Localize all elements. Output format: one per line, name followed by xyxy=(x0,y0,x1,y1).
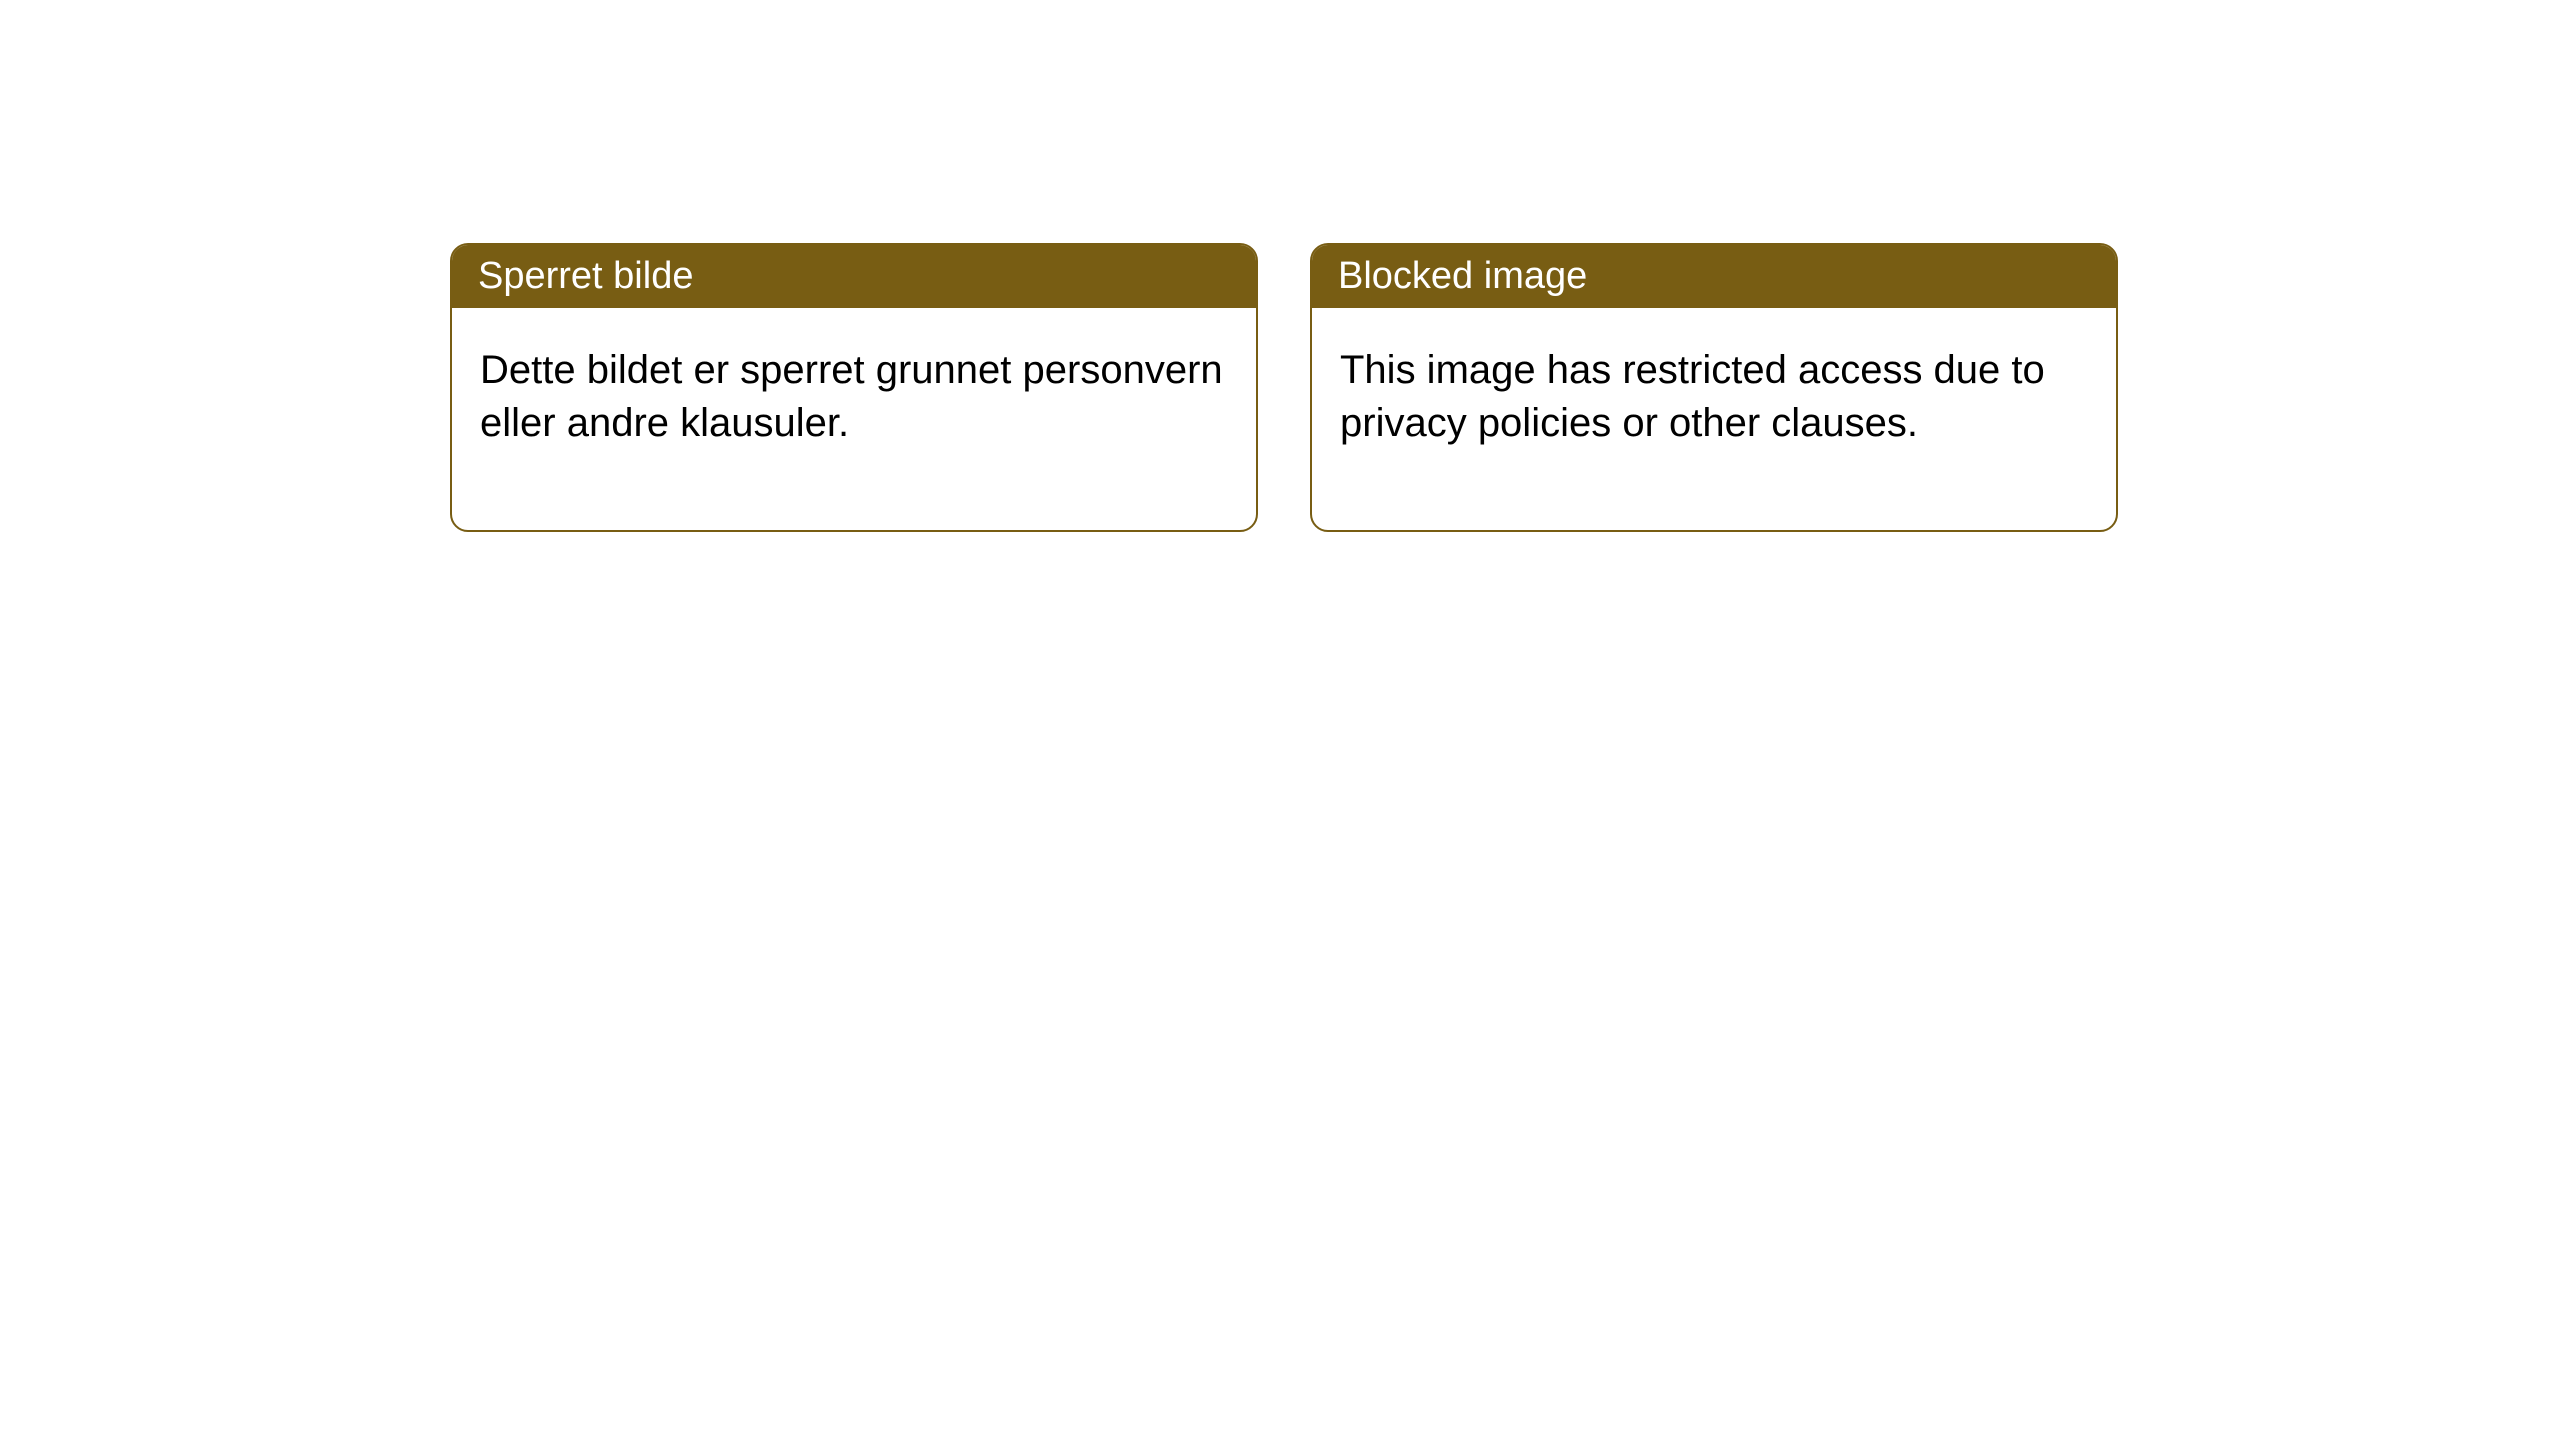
card-body-text: Dette bildet er sperret grunnet personve… xyxy=(452,308,1256,530)
notice-panel-container: Sperret bilde Dette bildet er sperret gr… xyxy=(0,0,2560,532)
card-title: Sperret bilde xyxy=(452,245,1256,308)
blocked-image-card-en: Blocked image This image has restricted … xyxy=(1310,243,2118,532)
card-title: Blocked image xyxy=(1312,245,2116,308)
blocked-image-card-no: Sperret bilde Dette bildet er sperret gr… xyxy=(450,243,1258,532)
card-body-text: This image has restricted access due to … xyxy=(1312,308,2116,530)
